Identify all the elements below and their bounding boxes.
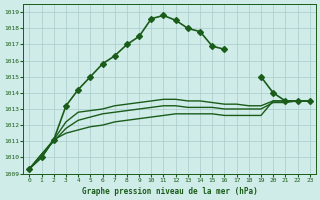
X-axis label: Graphe pression niveau de la mer (hPa): Graphe pression niveau de la mer (hPa) [82,187,258,196]
